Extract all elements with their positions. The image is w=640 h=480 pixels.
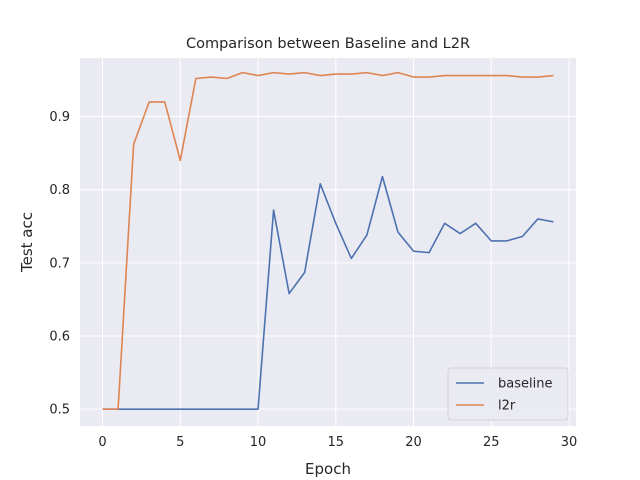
legend-label-baseline: baseline	[498, 377, 552, 392]
y-tick-label: 0.9	[49, 110, 70, 125]
y-tick-label: 0.8	[49, 183, 70, 198]
x-tick-label: 10	[250, 435, 267, 450]
x-tick-label: 20	[405, 435, 422, 450]
legend-label-l2r: l2r	[498, 399, 516, 414]
y-tick-label: 0.7	[49, 256, 70, 271]
x-tick-label: 5	[176, 435, 184, 450]
series-line-l2r	[102, 71, 554, 410]
y-tick-label: 0.5	[49, 403, 70, 418]
x-tick-label: 30	[561, 435, 578, 450]
x-tick-label: 25	[483, 435, 500, 450]
legend: baseline l2r	[447, 367, 569, 421]
y-axis-label: Test acc	[18, 212, 36, 273]
y-tick-label: 0.6	[49, 330, 70, 345]
legend-box	[447, 367, 569, 421]
x-axis-label: Epoch	[305, 460, 351, 478]
x-tick-label: 15	[328, 435, 345, 450]
chart-title: Comparison between Baseline and L2R	[186, 36, 470, 52]
tick-labels: 0 5 10 15 20 25 30 0.5 0.6 0.7 0.8 0.9	[49, 110, 577, 450]
series-lines	[102, 71, 554, 410]
series-line-baseline	[102, 175, 554, 410]
plot-background	[80, 58, 576, 426]
x-tick-label: 0	[98, 435, 106, 450]
